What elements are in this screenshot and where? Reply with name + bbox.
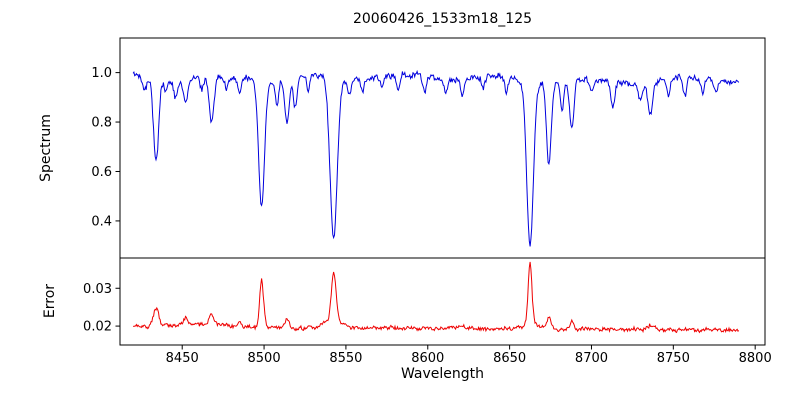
spectrum-y-tick-label: 0.6 xyxy=(91,165,112,180)
spectrum-y-tick-label: 0.4 xyxy=(91,214,112,229)
x-tick-label: 8450 xyxy=(166,351,199,366)
spectrum-y-tick-label: 0.8 xyxy=(91,116,112,131)
x-tick-label: 8800 xyxy=(739,351,772,366)
x-tick-label: 8650 xyxy=(493,351,526,366)
spectrum-line xyxy=(132,69,740,247)
error-y-tick-label: 0.02 xyxy=(83,320,112,335)
x-tick-label: 8750 xyxy=(657,351,690,366)
x-tick-label: 8550 xyxy=(329,351,362,366)
x-tick-label: 8600 xyxy=(411,351,444,366)
spectrum-y-tick-label: 1.0 xyxy=(91,66,112,81)
chart-title: 20060426_1533m18_125 xyxy=(352,11,533,27)
error-line xyxy=(133,261,740,334)
x-axis-label: Wavelength xyxy=(400,366,485,382)
x-tick-label: 8700 xyxy=(575,351,608,366)
x-tick-label: 8500 xyxy=(248,351,281,366)
error-axes-frame xyxy=(119,257,766,346)
error-y-tick-label: 0.03 xyxy=(83,282,112,297)
spectrum-axes-frame xyxy=(119,37,766,259)
